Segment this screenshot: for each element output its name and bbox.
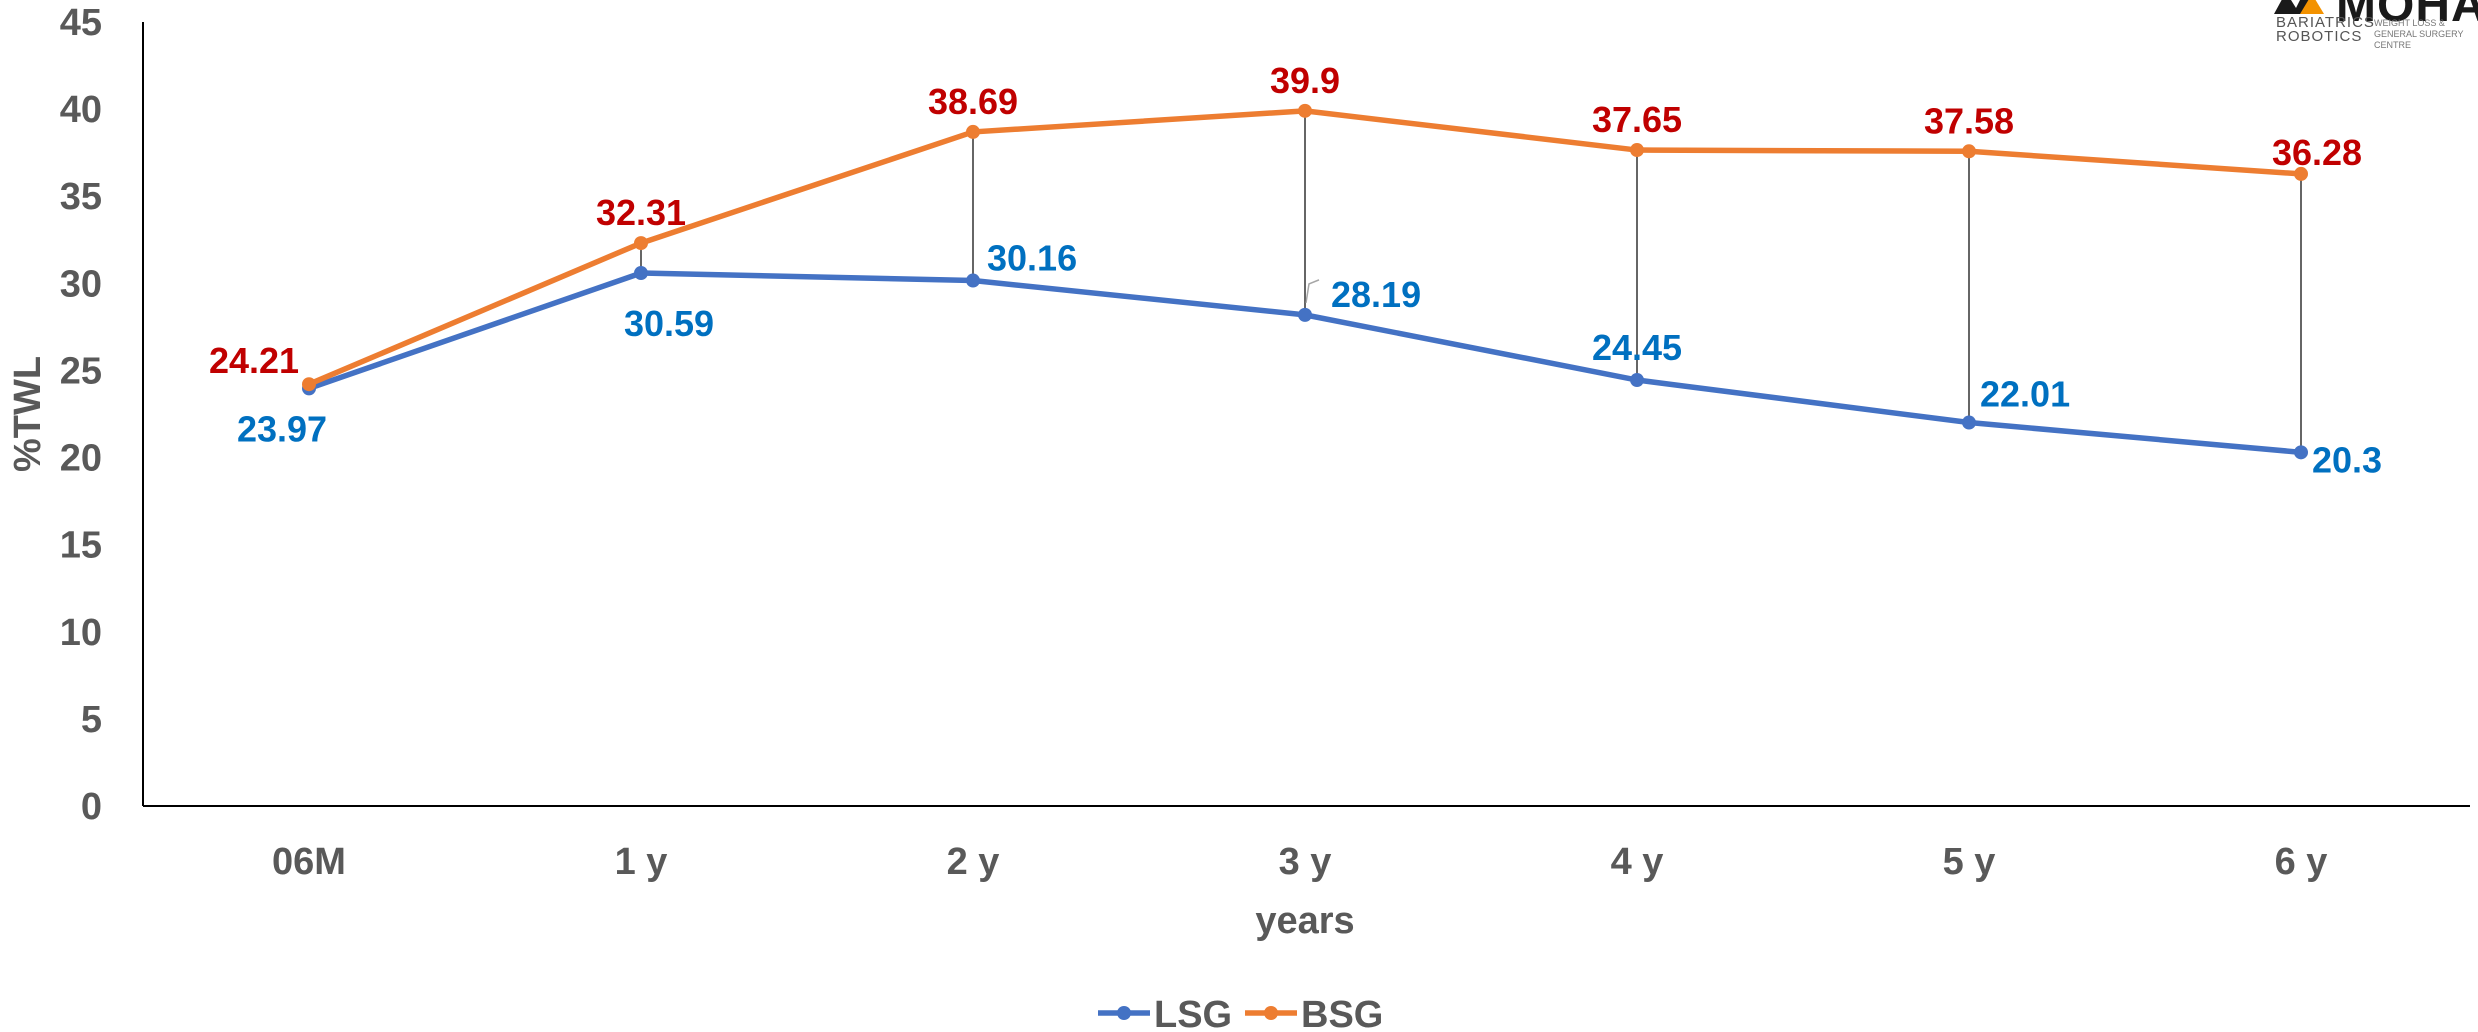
y-tick-label: 10 bbox=[60, 612, 102, 654]
data-point-bsg bbox=[1630, 143, 1644, 158]
data-point-bsg bbox=[302, 377, 316, 392]
logo-line1: BARIATRICS bbox=[2276, 14, 2375, 31]
data-label-lsg: 23.97 bbox=[237, 408, 327, 449]
legend-label-bsg: BSG bbox=[1301, 994, 1383, 1032]
data-point-bsg bbox=[1298, 103, 1312, 118]
x-tick-label: 06M bbox=[272, 841, 346, 883]
data-label-bsg: 39.9 bbox=[1270, 60, 1340, 101]
data-label-bsg: 24.21 bbox=[209, 340, 299, 381]
y-tick-label: 40 bbox=[60, 89, 102, 131]
legend-marker-lsg bbox=[1117, 1006, 1131, 1020]
label-leader-line bbox=[1305, 279, 1320, 303]
data-label-lsg: 20.3 bbox=[2312, 439, 2382, 480]
series-points bbox=[302, 103, 2308, 460]
data-label-lsg: 30.59 bbox=[624, 303, 714, 344]
data-label-lsg: 24.45 bbox=[1592, 327, 1682, 368]
data-point-bsg bbox=[2294, 166, 2308, 181]
data-label-bsg: 36.28 bbox=[2272, 132, 2362, 173]
logo-line2: ROBOTICS bbox=[2276, 28, 2363, 45]
y-tick-labels: 0 5 10 15 20 25 30 35 40 45 bbox=[60, 2, 102, 828]
y-tick-label: 0 bbox=[81, 786, 102, 828]
data-label-lsg: 30.16 bbox=[987, 238, 1077, 279]
x-tick-labels: 06M 1 y 2 y 3 y 4 y 5 y 6 y bbox=[272, 841, 2327, 883]
data-labels: 23.97 30.59 30.16 28.19 24.45 22.01 20.3 24.21 3… bbox=[209, 60, 2382, 480]
data-point-lsg bbox=[2294, 445, 2308, 460]
x-tick-label: 6 y bbox=[2275, 841, 2328, 883]
logo-tagline: WEIGHT LOSS & GENERAL SURGERY CENTRE bbox=[2374, 18, 2464, 48]
logo-brand-text: MOHA bbox=[2336, 0, 2478, 32]
clinic-logo: MOHA BARIATRICS ROBOTICS WEIGHT LOSS & G… bbox=[2270, 0, 2478, 48]
data-label-bsg: 32.31 bbox=[596, 192, 686, 233]
data-point-bsg bbox=[1962, 144, 1976, 159]
logo-mark-icon bbox=[2274, 0, 2324, 14]
x-tick-label: 2 y bbox=[947, 841, 1000, 883]
x-tick-label: 3 y bbox=[1279, 841, 1332, 883]
x-tick-label: 4 y bbox=[1611, 841, 1664, 883]
data-label-bsg: 37.65 bbox=[1592, 99, 1682, 140]
data-label-lsg: 28.19 bbox=[1331, 274, 1421, 315]
x-tick-label: 1 y bbox=[615, 841, 668, 883]
y-axis-title: %TWL bbox=[7, 356, 49, 472]
data-point-lsg bbox=[1298, 307, 1312, 322]
data-point-lsg bbox=[634, 266, 648, 281]
y-tick-label: 35 bbox=[60, 176, 102, 218]
data-point-lsg bbox=[966, 273, 980, 288]
data-label-bsg: 38.69 bbox=[928, 81, 1018, 122]
y-tick-label: 25 bbox=[60, 350, 102, 392]
x-axis-title: years bbox=[1255, 900, 1354, 942]
x-tick-label: 5 y bbox=[1943, 841, 1996, 883]
data-label-bsg: 37.58 bbox=[1924, 100, 2014, 141]
chart-axes bbox=[142, 22, 2470, 807]
y-tick-label: 30 bbox=[60, 263, 102, 305]
legend-label-lsg: LSG bbox=[1154, 994, 1232, 1032]
data-point-bsg bbox=[634, 236, 648, 251]
legend: LSG BSG bbox=[1098, 994, 1383, 1032]
data-label-lsg: 22.01 bbox=[1980, 374, 2070, 415]
data-point-bsg bbox=[966, 124, 980, 139]
data-point-lsg bbox=[1630, 373, 1644, 388]
data-point-lsg bbox=[1962, 415, 1976, 430]
y-tick-label: 45 bbox=[60, 2, 102, 44]
y-tick-label: 5 bbox=[81, 699, 102, 741]
y-tick-label: 20 bbox=[60, 438, 102, 480]
legend-marker-bsg bbox=[1264, 1006, 1278, 1020]
y-tick-label: 15 bbox=[60, 525, 102, 567]
drop-lines bbox=[308, 110, 2302, 453]
